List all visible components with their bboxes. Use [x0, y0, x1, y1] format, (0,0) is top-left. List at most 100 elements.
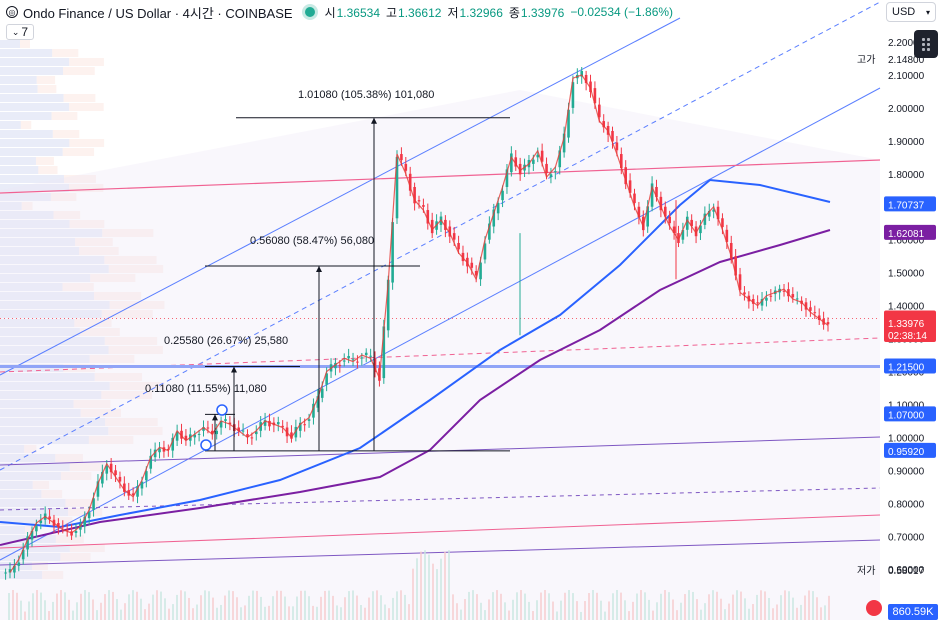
- volume-profile-bar: [0, 130, 53, 138]
- candle-body: [290, 432, 293, 439]
- volume-profile-bar: [0, 436, 89, 444]
- volume-bar: [112, 591, 114, 620]
- volume-bar: [808, 590, 810, 620]
- volume-bar: [648, 599, 650, 620]
- volume-bar: [744, 598, 746, 620]
- price-tag-label: 02:38:14: [888, 331, 927, 342]
- volume-bar: [488, 599, 490, 620]
- volume-bar: [476, 594, 478, 620]
- volume-bar: [52, 601, 54, 620]
- volume-profile-bar: [0, 247, 80, 255]
- candle-body: [413, 186, 416, 204]
- volume-profile-bar: [0, 157, 36, 165]
- volume-bar: [268, 605, 270, 620]
- volume-profile-bar: [62, 283, 94, 291]
- candle-body: [633, 193, 636, 204]
- volume-bar: [608, 601, 610, 620]
- volume-bar: [224, 595, 226, 620]
- measure-label: 0.56080 (58.47%) 56,080: [250, 235, 374, 247]
- candle-body: [65, 529, 69, 531]
- volume-profile-bar: [31, 562, 48, 570]
- volume-profile-bar: [0, 472, 61, 480]
- volume-bar: [784, 590, 786, 620]
- volume-bar: [568, 590, 570, 620]
- volume-bar: [588, 593, 590, 620]
- volume-profile-bar: [20, 40, 30, 48]
- volume-profile-bar: [102, 229, 154, 237]
- volume-bar: [644, 592, 646, 620]
- candle-body: [751, 299, 755, 304]
- volume-bar: [12, 590, 14, 620]
- volume-bar: [132, 590, 134, 620]
- symbol-title[interactable]: Ondo Finance / US Dollar · 4시간 · COINBAS…: [23, 5, 293, 21]
- scroll-to-latest-button[interactable]: [866, 600, 882, 616]
- volume-profile-bar: [109, 301, 165, 309]
- moving-average-blue: [0, 178, 831, 529]
- volume-bar: [472, 590, 474, 620]
- volume-profile-bar: [108, 427, 163, 435]
- volume-bar: [492, 592, 494, 620]
- volume-bar: [628, 611, 630, 620]
- candle-body: [105, 465, 109, 474]
- candle-body: [4, 572, 7, 574]
- drag-handle-icon[interactable]: [914, 30, 938, 58]
- measure-arrow-head: [212, 414, 218, 421]
- indicator-toggle-button[interactable]: ⌄ 7: [6, 24, 34, 40]
- volume-bar: [128, 594, 130, 620]
- volume-bar: [136, 591, 138, 620]
- volume-profile-bar: [108, 346, 163, 354]
- volume-bar: [16, 592, 18, 620]
- volume-bar: [420, 551, 422, 620]
- chart-header: ◎ Ondo Finance / US Dollar · 4시간 · COINB…: [6, 3, 673, 21]
- candle-body: [488, 223, 491, 240]
- candle-body: [593, 88, 597, 104]
- shaded-zone: [0, 90, 880, 620]
- price-tick-label: 2.00000: [888, 104, 925, 115]
- volume-profile-bar: [0, 499, 66, 507]
- volume-profile-bar: [0, 391, 102, 399]
- moving-average-purple: [0, 229, 831, 546]
- volume-bar: [828, 595, 830, 620]
- candle-body: [470, 262, 474, 268]
- volume-bar: [96, 610, 98, 620]
- volume-profile-bar: [0, 94, 64, 102]
- volume-profile-bar: [0, 166, 39, 174]
- volume-profile-bar: [0, 382, 110, 390]
- candle-body: [782, 290, 786, 292]
- volume-bar: [596, 592, 598, 620]
- price-tag: [884, 327, 936, 342]
- candle-body: [817, 315, 821, 321]
- volume-bar: [448, 550, 450, 620]
- volume-profile-bar: [52, 130, 80, 138]
- volume-bar: [584, 601, 586, 620]
- candle-body: [514, 157, 518, 167]
- volume-profile-bar: [0, 283, 63, 291]
- volume-bar: [100, 602, 102, 620]
- volume-bar: [480, 602, 482, 620]
- volume-profile-bar: [0, 58, 70, 66]
- volume-profile-bar: [0, 346, 109, 354]
- price-tick-label: 1.00000: [888, 433, 925, 444]
- volume-profile-bar: [89, 355, 135, 363]
- volume-profile-bar: [0, 112, 52, 120]
- volume-bar: [416, 558, 418, 620]
- volume-bar: [348, 591, 350, 620]
- candle-body: [386, 279, 390, 331]
- price-tag: [884, 442, 936, 458]
- candle-body: [74, 530, 78, 533]
- candle-body: [30, 530, 34, 540]
- volume-profile-bar: [74, 319, 112, 327]
- volume-profile-bar: [79, 247, 119, 255]
- volume-profile-bar: [52, 49, 79, 57]
- volume-bar: [760, 590, 762, 620]
- volume-bar: [36, 590, 38, 620]
- candle-body: [765, 297, 768, 301]
- volume-bar: [424, 550, 426, 620]
- price-change: −0.02534 (−1.86%): [570, 5, 674, 19]
- currency-select[interactable]: USD ▾: [886, 2, 936, 22]
- price-line: [9, 74, 829, 573]
- volume-profile-bar: [79, 328, 120, 336]
- volume-bar: [616, 590, 618, 620]
- candle-body: [474, 271, 478, 276]
